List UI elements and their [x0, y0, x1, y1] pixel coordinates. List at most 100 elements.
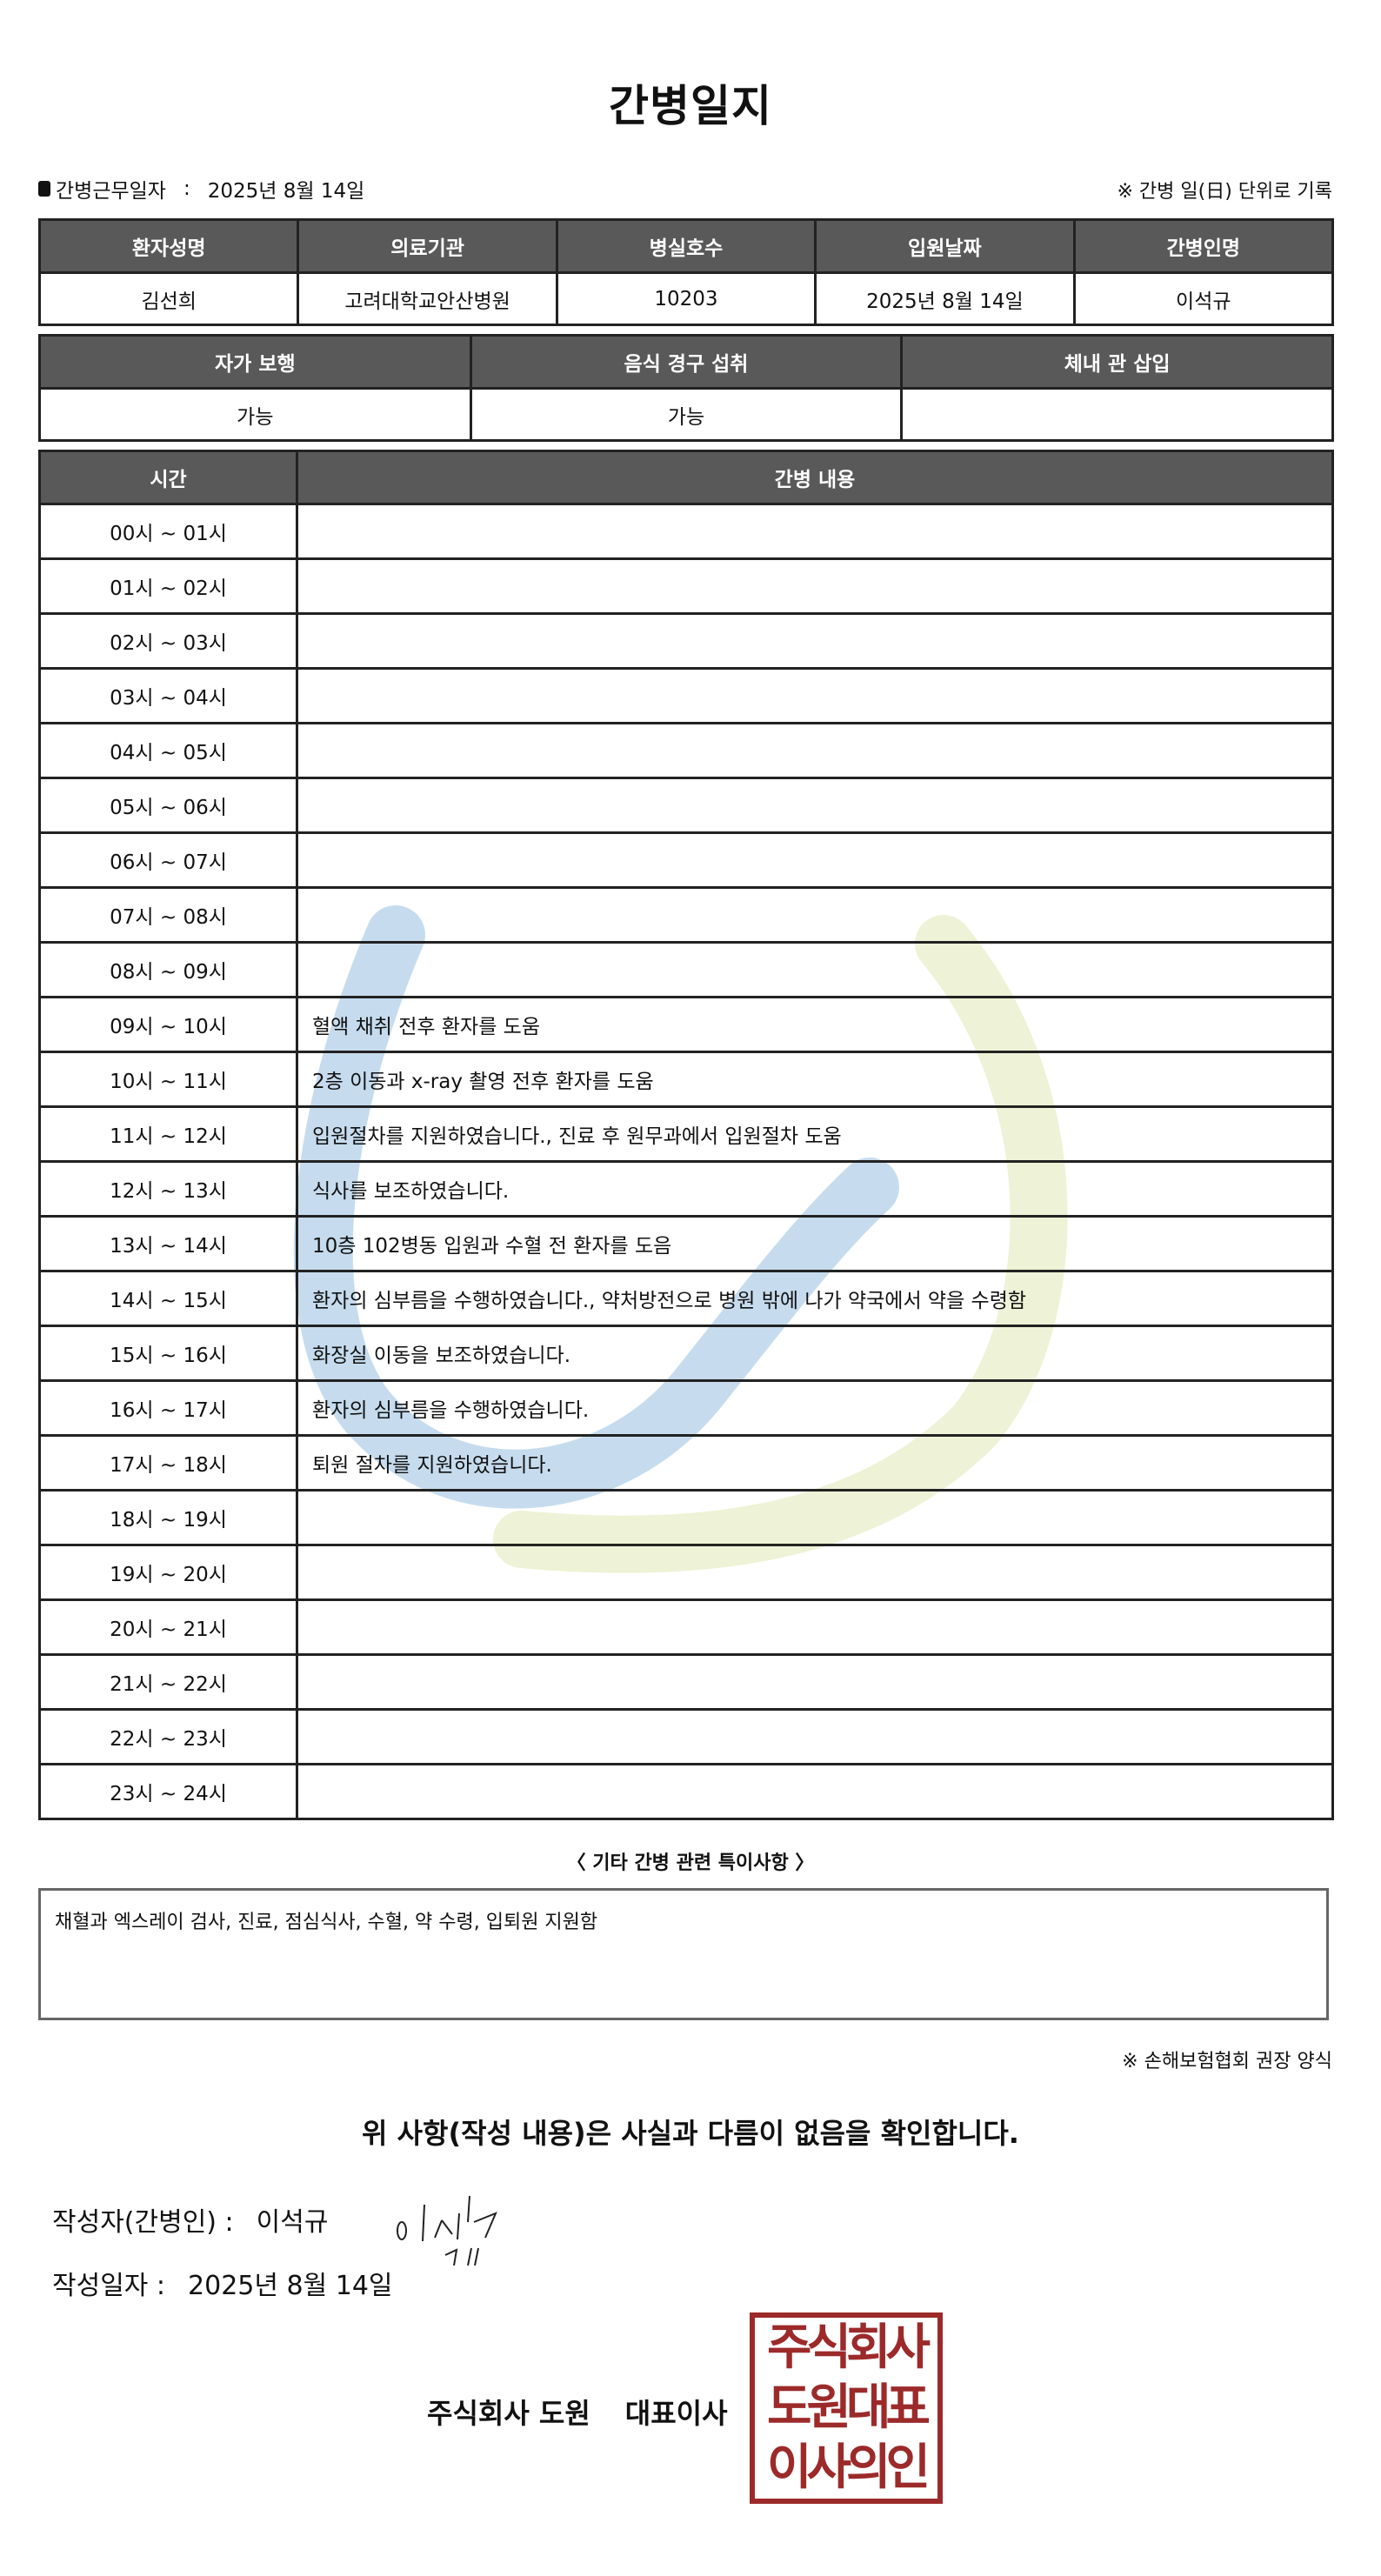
time-slot: 21시 ~ 22시 [38, 1653, 298, 1711]
seal-line: 도원대표 [766, 2379, 931, 2436]
company-seal-stamp: 주식회사 도원대표 이사의인 [750, 2312, 943, 2504]
time-slot: 14시 ~ 15시 [38, 1270, 298, 1327]
care-row: 01시 ~ 02시 [38, 557, 1334, 615]
signature [397, 2195, 497, 2266]
time-slot: 15시 ~ 16시 [38, 1325, 298, 1382]
care-row: 09시 ~ 10시 혈액 채취 전후 환자를 도움 [38, 996, 1334, 1053]
form-source-note: ※ 손해보험협회 권장 양식 [1122, 2051, 1332, 2072]
care-log-table: 시간 간병 내용 00시 ~ 01시 01시 ~ 02시 02시 ~ 03시 03시 … [38, 450, 1334, 1820]
header-admission-date: 입원날짜 [814, 218, 1076, 274]
oral-intake-value: 가능 [469, 387, 904, 442]
time-slot: 07시 ~ 08시 [38, 886, 298, 944]
care-content [296, 1708, 1334, 1765]
care-row: 04시 ~ 05시 [38, 722, 1334, 779]
status-table: 자가 보행 음식 경구 섭취 체내 관 삽입 가능 가능 [38, 334, 1334, 442]
care-content [296, 1598, 1334, 1656]
written-date-label: 작성일자 : [52, 2271, 166, 2301]
time-slot: 12시 ~ 13시 [38, 1160, 298, 1218]
hospital: 고려대학교안산병원 [297, 271, 558, 326]
care-row: 18시 ~ 19시 [38, 1489, 1334, 1546]
care-content: 퇴원 절차를 지원하였습니다. [296, 1434, 1334, 1492]
header-time: 시간 [38, 450, 298, 505]
care-content [296, 1763, 1334, 1820]
time-slot: 13시 ~ 14시 [38, 1215, 298, 1272]
work-date-label: 간병근무일자 [56, 180, 166, 203]
caregiver-name: 이석규 [1072, 271, 1335, 326]
care-content [296, 503, 1334, 560]
time-slot: 00시 ~ 01시 [38, 503, 298, 560]
care-content: 입원절차를 지원하였습니다., 진료 후 원무과에서 입원절차 도움 [296, 1105, 1334, 1163]
care-content [296, 1544, 1334, 1601]
care-row: 15시 ~ 16시 화장실 이동을 보조하였습니다. [38, 1325, 1334, 1382]
care-row: 06시 ~ 07시 [38, 831, 1334, 889]
care-row: 19시 ~ 20시 [38, 1544, 1334, 1601]
care-row: 13시 ~ 14시 10층 102병동 입원과 수혈 전 환자를 도음 [38, 1215, 1334, 1272]
header-walking: 자가 보행 [38, 334, 472, 390]
header-hospital: 의료기관 [297, 218, 558, 274]
care-content: 환자의 심부름을 수행하였습니다., 약처방전으로 병원 밖에 나가 약국에서 … [296, 1270, 1334, 1327]
care-row: 14시 ~ 15시 환자의 심부름을 수행하였습니다., 약처방전으로 병원 밖에… [38, 1270, 1334, 1327]
time-slot: 09시 ~ 10시 [38, 996, 298, 1053]
care-content [296, 722, 1334, 779]
care-row: 03시 ~ 04시 [38, 667, 1334, 724]
seal-line: 주식회사 [766, 2319, 931, 2376]
tube-insertion-value [900, 387, 1334, 442]
time-slot: 03시 ~ 04시 [38, 667, 298, 724]
care-content [296, 557, 1334, 615]
care-row: 23시 ~ 24시 [38, 1763, 1334, 1820]
time-slot: 16시 ~ 17시 [38, 1379, 298, 1437]
care-row: 22시 ~ 23시 [38, 1708, 1334, 1765]
patient-value-row: 김선희 고려대학교안산병원 10203 2025년 8월 14일 이석규 [37, 271, 1335, 326]
care-row: 12시 ~ 13시 식사를 보조하였습니다. [38, 1160, 1334, 1218]
bullet-icon [38, 181, 50, 197]
care-row: 11시 ~ 12시 입원절차를 지원하였습니다., 진료 후 원무과에서 입원절차… [38, 1105, 1334, 1163]
care-content: 환자의 심부름을 수행하였습니다. [296, 1379, 1334, 1437]
header-caregiver-name: 간병인명 [1072, 218, 1335, 274]
walking-value: 가능 [38, 387, 472, 442]
care-content [296, 777, 1334, 834]
written-date-line: 작성일자 : 2025년 8월 14일 [52, 2264, 393, 2302]
author-label: 작성자(간병인) : [52, 2207, 234, 2238]
care-content: 10층 102병동 입원과 수혈 전 환자를 도음 [296, 1215, 1334, 1272]
time-slot: 05시 ~ 06시 [38, 777, 298, 834]
notes-box: 채혈과 엑스레이 검사, 진료, 점심식사, 수혈, 약 수령, 입퇴원 지원함 [38, 1888, 1329, 2020]
care-header-row: 시간 간병 내용 [38, 450, 1334, 505]
care-row: 20시 ~ 21시 [38, 1598, 1334, 1656]
care-content [296, 831, 1334, 889]
care-row: 00시 ~ 01시 [38, 503, 1334, 560]
care-content: 식사를 보조하였습니다. [296, 1160, 1334, 1218]
admission-date: 2025년 8월 14일 [814, 271, 1076, 326]
status-header-row: 자가 보행 음식 경구 섭취 체내 관 삽입 [38, 334, 1334, 390]
patient-name: 김선희 [37, 271, 300, 326]
care-content: 화장실 이동을 보조하였습니다. [296, 1325, 1334, 1382]
header-oral-intake: 음식 경구 섭취 [469, 334, 904, 390]
notes-title: 〈 기타 간병 관련 특이사항 〉 [566, 1852, 815, 1874]
time-slot: 23시 ~ 24시 [38, 1763, 298, 1820]
care-content [296, 1653, 1334, 1711]
company-title: 대표이사 [624, 2397, 728, 2430]
time-slot: 06시 ~ 07시 [38, 831, 298, 889]
care-content [296, 1489, 1334, 1546]
time-slot: 01시 ~ 02시 [38, 557, 298, 615]
company-line: 주식회사 도원 대표이사 [427, 2392, 728, 2432]
time-slot: 11시 ~ 12시 [38, 1105, 298, 1163]
confirmation-statement: 위 사항(작성 내용)은 사실과 다름이 없음을 확인합니다. [362, 2117, 1019, 2150]
time-slot: 04시 ~ 05시 [38, 722, 298, 779]
time-slot: 20시 ~ 21시 [38, 1598, 298, 1656]
care-row: 08시 ~ 09시 [38, 941, 1334, 998]
seal-line: 이사의인 [766, 2439, 931, 2497]
care-content [296, 886, 1334, 944]
patient-header-row: 환자성명 의료기관 병실호수 입원날짜 간병인명 [37, 218, 1335, 274]
header-patient-name: 환자성명 [37, 218, 300, 274]
header-tube-insertion: 체내 관 삽입 [900, 334, 1334, 390]
time-slot: 02시 ~ 03시 [38, 612, 298, 670]
header-room: 병실호수 [555, 218, 817, 274]
time-slot: 10시 ~ 11시 [38, 1051, 298, 1108]
status-value-row: 가능 가능 [38, 387, 1334, 442]
care-row: 10시 ~ 11시 2층 이동과 x-ray 촬영 전후 환자를 도움 [38, 1051, 1334, 1108]
care-row: 02시 ~ 03시 [38, 612, 1334, 670]
time-slot: 19시 ~ 20시 [38, 1544, 298, 1601]
time-slot: 22시 ~ 23시 [38, 1708, 298, 1765]
care-row: 07시 ~ 08시 [38, 886, 1334, 944]
time-slot: 18시 ~ 19시 [38, 1489, 298, 1546]
